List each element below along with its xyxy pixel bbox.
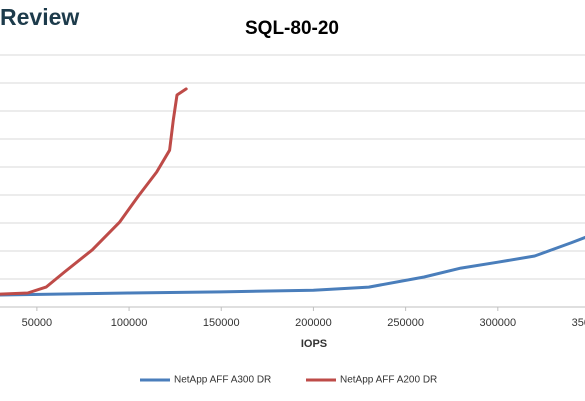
x-tick-label: 300000	[479, 317, 516, 329]
chart-title: SQL-80-20	[245, 18, 339, 39]
x-axis-label: IOPS	[301, 338, 327, 350]
legend-label: NetApp AFF A300 DR	[174, 375, 271, 386]
x-tick-label: 100000	[111, 317, 148, 329]
x-tick-label: 150000	[203, 317, 240, 329]
logo-text: Review	[0, 4, 79, 30]
x-tick-label: 250000	[387, 317, 424, 329]
x-tick-label: 50000	[22, 317, 53, 329]
x-tick-label: 350000	[572, 317, 585, 329]
x-tick-label: 200000	[295, 317, 332, 329]
series-line	[0, 235, 585, 297]
legend-label: NetApp AFF A200 DR	[340, 375, 437, 386]
series-line	[0, 87, 188, 296]
